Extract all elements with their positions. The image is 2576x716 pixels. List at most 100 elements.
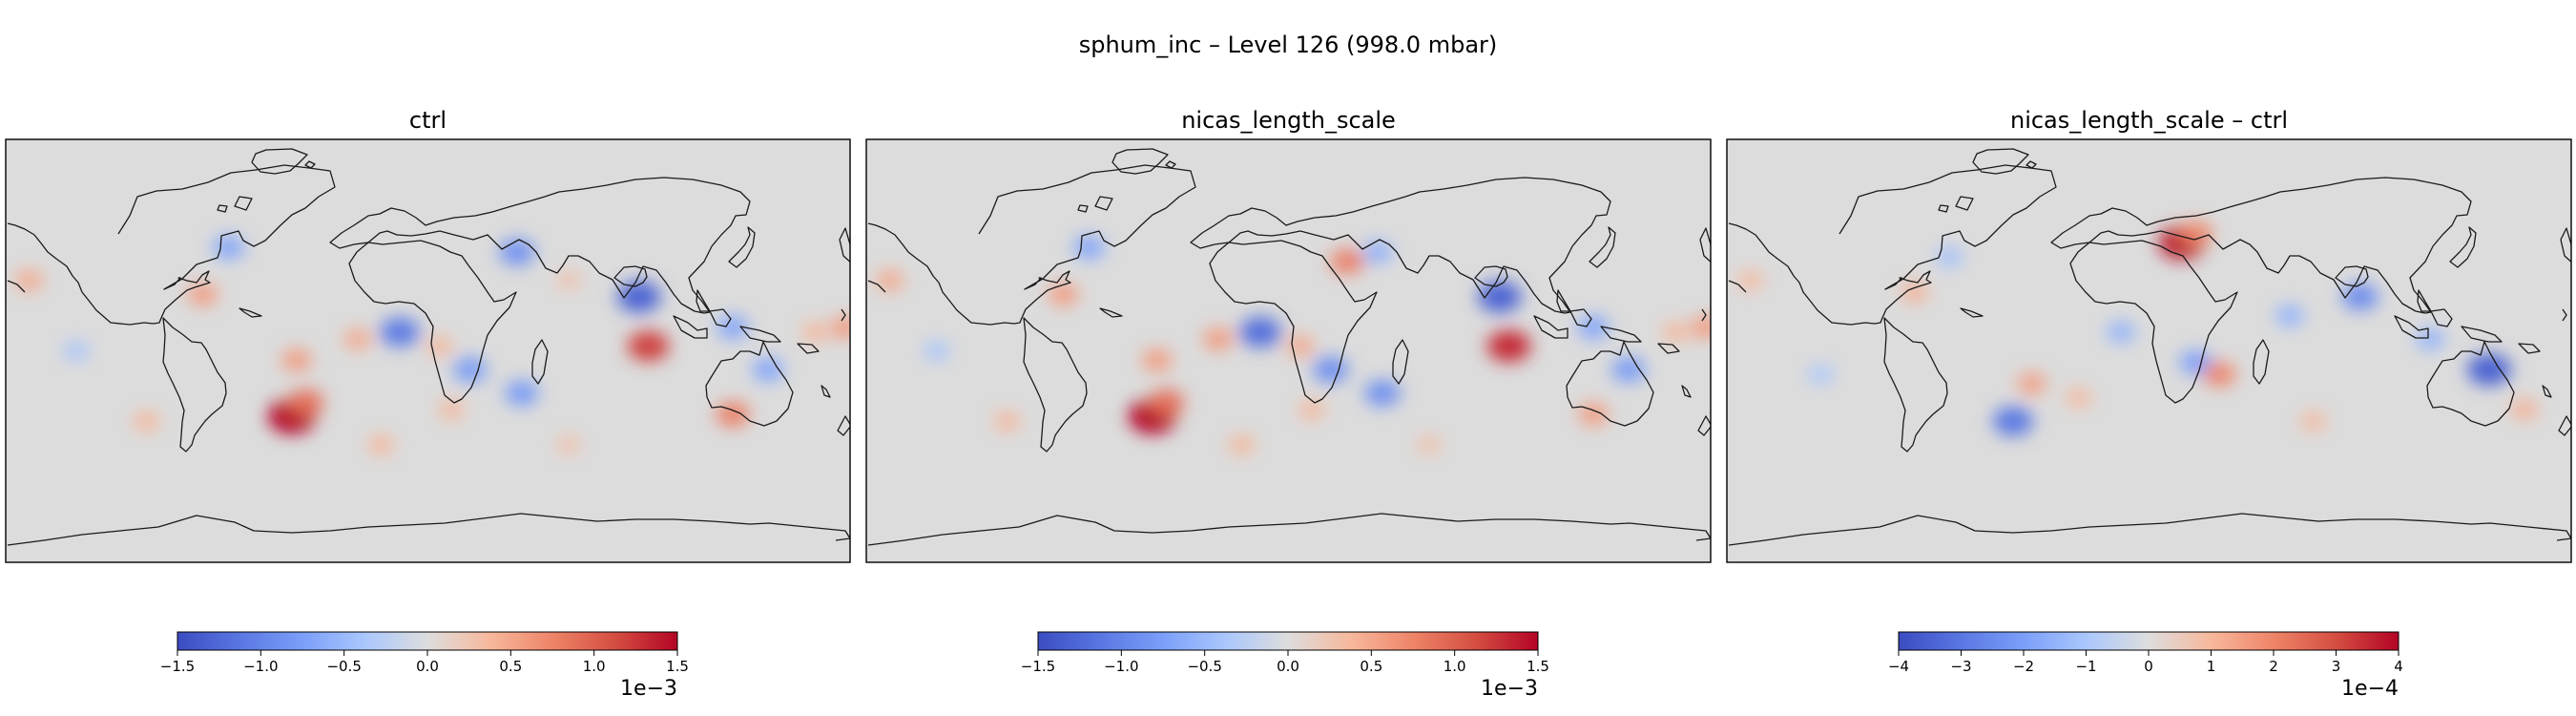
increment-feature	[380, 317, 420, 347]
colorbar-tick-label: −2	[2013, 658, 2034, 675]
increment-feature	[1577, 315, 1610, 340]
increment-feature	[2017, 372, 2046, 395]
map-panel: ctrl −1.5 −1.0 −0.5 0.0 0.5 1.0 1.5 1e−3	[5, 107, 851, 701]
panel-title: nicas_length_scale – ctrl	[2010, 107, 2288, 134]
increment-feature	[830, 316, 850, 339]
increment-feature	[1330, 249, 1364, 274]
colorbar-tick-label: 0.0	[416, 658, 439, 675]
map-panel: nicas_length_scale −1.5 −1.0 −0.5 0.0 0.5 1.0 1…	[865, 107, 1712, 701]
map-frame	[865, 138, 1712, 563]
increment-feature	[627, 330, 670, 362]
increment-feature	[288, 390, 324, 416]
increment-feature	[1417, 435, 1442, 454]
increment-feature	[2107, 321, 2135, 343]
increment-feature	[1239, 317, 1281, 347]
colorbar-tick-label: 3	[2332, 658, 2341, 675]
increment-feature	[2341, 284, 2379, 310]
colorbar-gradient	[1898, 631, 2399, 651]
colorbar: −1.5 −1.0 −0.5 0.0 0.5 1.0 1.5 1e−3	[160, 631, 689, 701]
colorbar-multiplier: 1e−4	[2341, 677, 2399, 701]
colorbar-tick-label: 1.5	[1527, 658, 1549, 675]
colorbar-tick-label: 2	[2269, 658, 2278, 675]
colorbar-tick-label: −1.5	[160, 658, 195, 675]
increment-feature	[924, 341, 950, 361]
increment-feature	[15, 270, 43, 291]
increment-feature	[505, 380, 539, 406]
increment-feature	[426, 336, 453, 356]
increment-feature	[2300, 411, 2326, 432]
increment-feature	[616, 281, 661, 313]
increment-feature	[213, 236, 245, 260]
increment-feature	[876, 270, 904, 291]
colorbar-tick-label: 0.0	[1277, 658, 1299, 675]
colorbar-tick-label: 1.5	[666, 658, 689, 675]
increment-feature	[453, 357, 488, 383]
increment-feature	[1477, 281, 1522, 313]
colorbar-gradient	[1037, 631, 1539, 651]
increment-feature	[1662, 322, 1689, 342]
colorbar-multiplier: 1e−3	[1481, 677, 1538, 701]
map-background	[6, 139, 850, 562]
increment-feature	[716, 402, 750, 427]
increment-feature	[1486, 330, 1531, 363]
increment-feature	[2179, 221, 2212, 245]
increment-feature	[2511, 399, 2538, 420]
increment-feature	[1901, 282, 1928, 303]
colorbar-tick-label: −1	[2075, 658, 2096, 675]
colorbar-gradient	[177, 631, 678, 651]
increment-feature	[2179, 350, 2212, 375]
increment-feature	[752, 358, 784, 382]
colorbar-tick-label: −4	[1888, 658, 1909, 675]
colorbar-multiplier: 1e−3	[620, 677, 677, 701]
colorbar-tick-label: −0.5	[1187, 658, 1221, 675]
colorbar: −4 −3 −2 −1 0 1 2 3 4 1e−4	[1888, 631, 2403, 701]
increment-feature	[1992, 407, 2033, 436]
colorbar-tick-label: 0	[2144, 658, 2153, 675]
increment-feature	[1142, 348, 1173, 371]
map-frame	[5, 138, 851, 563]
increment-feature	[1286, 335, 1315, 357]
colorbar-tick-label: −1.5	[1021, 658, 1055, 675]
increment-feature	[2275, 305, 2304, 326]
increment-feature	[556, 271, 581, 289]
colorbar-tick-label: −0.5	[326, 658, 361, 675]
colorbar-tick-label: −1.0	[1104, 658, 1138, 675]
map-background	[1727, 139, 2571, 562]
increment-feature	[499, 239, 535, 265]
colorbar: −1.5 −1.0 −0.5 0.0 0.5 1.0 1.5 1e−3	[1021, 631, 1549, 701]
colorbar-tick-label: −3	[1950, 658, 1971, 675]
increment-feature	[1364, 380, 1401, 407]
increment-feature	[1737, 270, 1763, 290]
map-panel: nicas_length_scale – ctrl −4 −3 −2 −1 0 1 2 3 4 1e…	[1726, 107, 2572, 701]
increment-feature	[717, 315, 749, 340]
increment-feature	[994, 411, 1020, 432]
colorbar-tick-label: 0.5	[499, 658, 522, 675]
increment-feature	[1073, 236, 1106, 260]
increment-feature	[63, 341, 90, 361]
increment-feature	[343, 328, 372, 349]
increment-feature	[1298, 400, 1325, 419]
increment-feature	[1611, 357, 1646, 383]
colorbar-tick-label: −1.0	[243, 658, 278, 675]
colorbar-tick-label: 1.0	[583, 658, 606, 675]
increment-feature	[1229, 435, 1255, 454]
panels: ctrl −1.5 −1.0 −0.5 0.0 0.5 1.0 1.5 1e−3 nicas_le…	[5, 107, 2572, 701]
increment-feature	[1808, 365, 1834, 384]
increment-feature	[2466, 353, 2511, 386]
colorbar-tick-label: 4	[2394, 658, 2403, 675]
increment-feature	[2203, 362, 2236, 387]
increment-feature	[134, 411, 159, 432]
increment-feature	[1691, 316, 1711, 339]
increment-feature	[368, 435, 394, 454]
increment-feature	[2066, 388, 2091, 408]
panel-title: ctrl	[409, 107, 447, 134]
increment-feature	[556, 435, 581, 454]
increment-feature	[281, 348, 312, 371]
increment-feature	[2416, 328, 2445, 350]
increment-feature	[1203, 327, 1234, 350]
increment-feature	[1578, 403, 1609, 426]
figure-title: sphum_inc – Level 126 (998.0 mbar)	[1079, 32, 1498, 58]
increment-feature	[1313, 356, 1349, 383]
increment-feature	[1049, 284, 1078, 305]
